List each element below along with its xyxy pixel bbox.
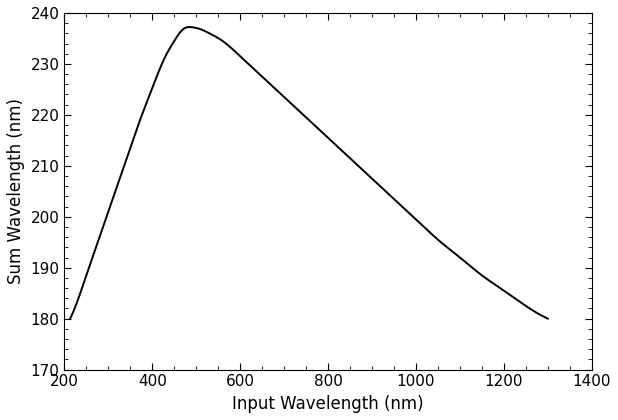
Y-axis label: Sum Wavelength (nm): Sum Wavelength (nm) <box>7 98 25 284</box>
X-axis label: Input Wavelength (nm): Input Wavelength (nm) <box>232 395 424 413</box>
